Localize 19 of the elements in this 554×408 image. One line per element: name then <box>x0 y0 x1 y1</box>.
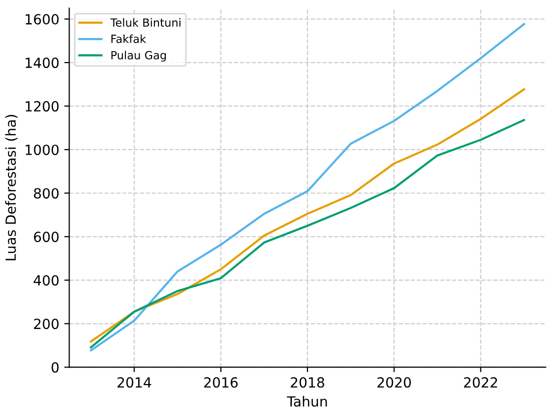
x-tick-label: 2014 <box>118 377 152 388</box>
y-tick-label: 1600 <box>26 14 59 25</box>
y-tick-label: 1400 <box>26 58 59 68</box>
legend-label: Fakfak <box>111 34 146 44</box>
x-tick-label: 2020 <box>377 377 411 388</box>
y-tick-label: 400 <box>34 275 59 286</box>
y-axis-title: Luas Deforestasi (ha) <box>5 114 18 260</box>
y-tick-label: 600 <box>34 232 59 242</box>
y-tick-label: 0 <box>52 362 59 373</box>
x-tick-label: 2016 <box>204 377 238 388</box>
legend-label: Teluk Bintuni <box>110 18 180 27</box>
y-tick-label: 1200 <box>26 101 59 112</box>
x-tick-label: 2022 <box>464 377 498 388</box>
legend-label: Pulau Gag <box>111 50 166 62</box>
x-axis-title: Tahun <box>286 396 327 407</box>
x-tick-label: 2018 <box>290 377 324 388</box>
y-tick-label: 200 <box>34 318 59 330</box>
y-tick-label: 1000 <box>26 144 59 156</box>
y-tick-label: 800 <box>34 188 59 199</box>
